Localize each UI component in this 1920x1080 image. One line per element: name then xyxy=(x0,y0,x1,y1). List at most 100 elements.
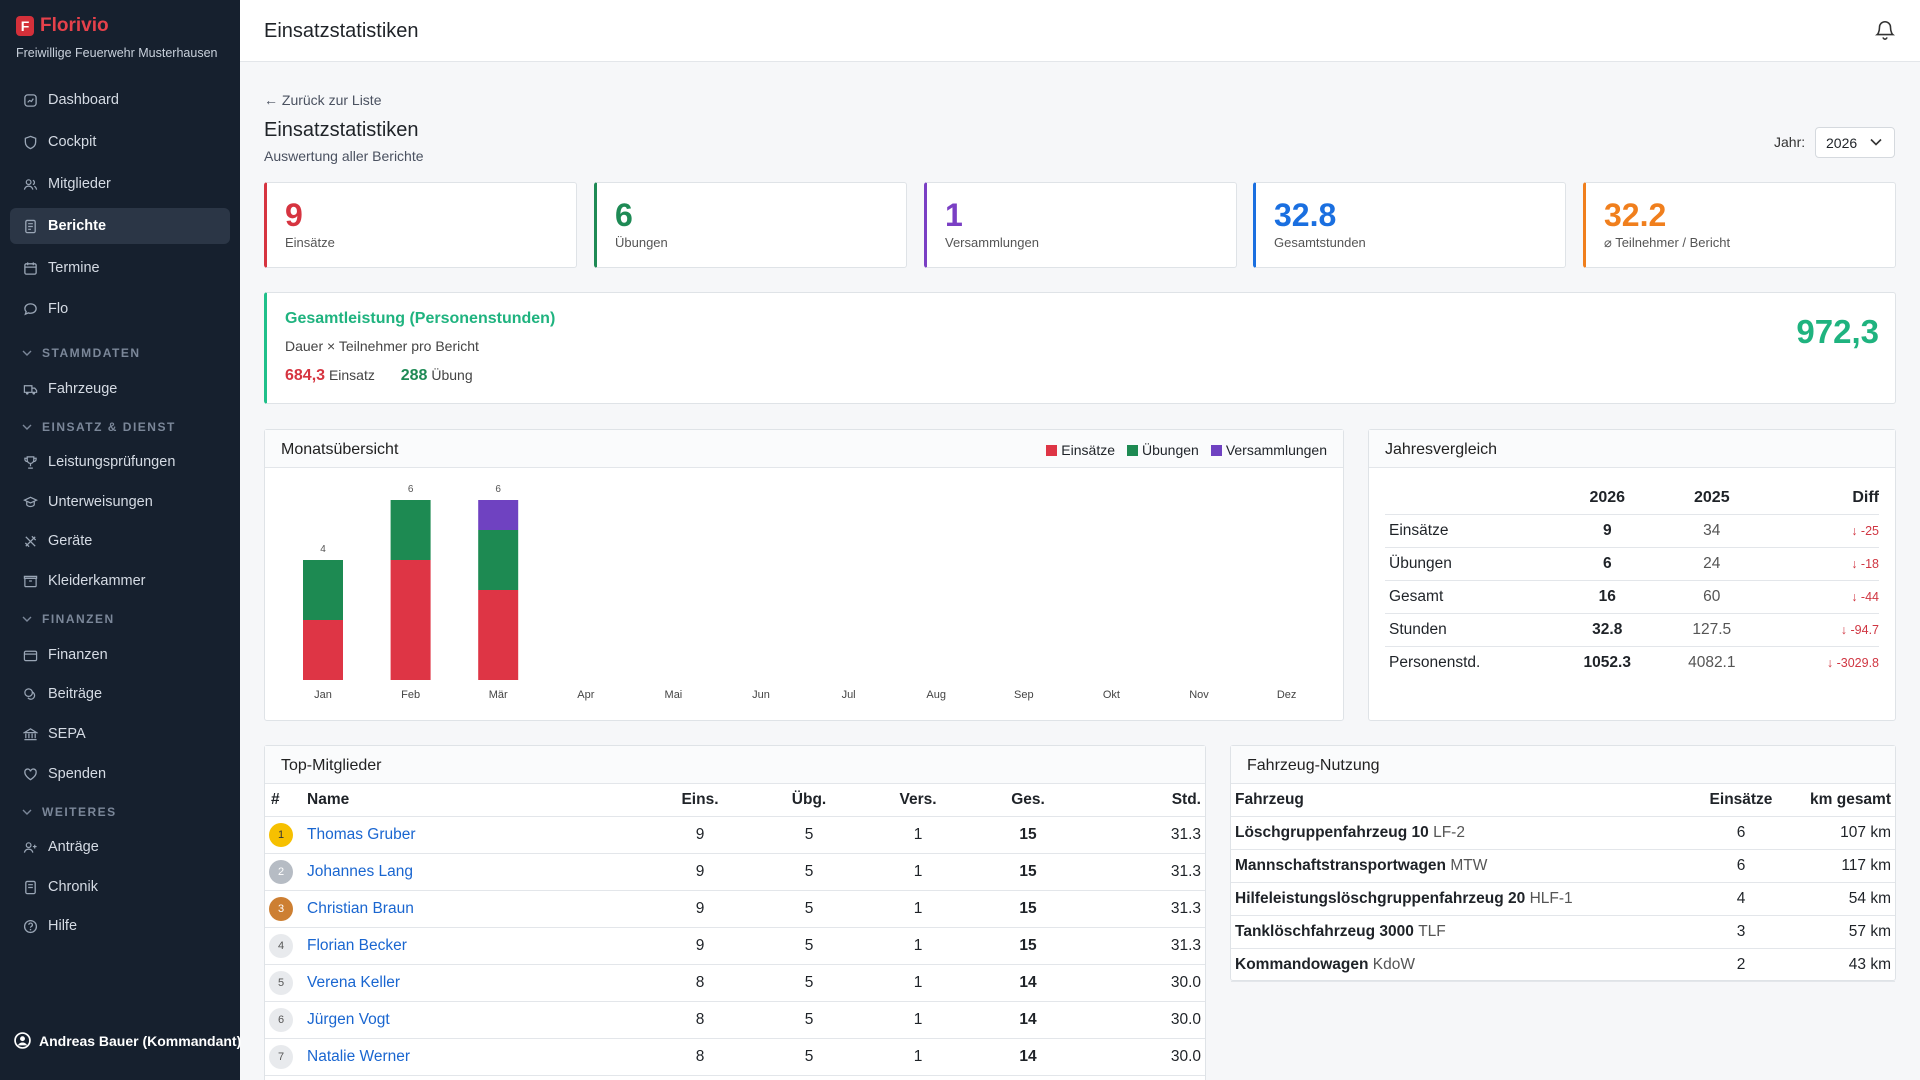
bell-icon[interactable] xyxy=(1874,19,1896,41)
bar-maer-uebungen[interactable] xyxy=(478,530,519,590)
brand[interactable]: F Florivio xyxy=(16,15,109,37)
chevron-down-icon xyxy=(22,809,32,815)
bar-feb-uebungen[interactable] xyxy=(390,500,431,560)
comparison-row: Personenstd. 1052.3 4082.1 ↓ -3029.8 xyxy=(1385,645,1879,679)
topbar-title: Einsatzstatistiken xyxy=(264,20,419,42)
sidebar-item-label: SEPA xyxy=(48,726,86,742)
sidebar-item-termine[interactable]: Termine xyxy=(10,250,230,286)
chevron-down-icon xyxy=(22,350,32,356)
legend-item-einsaetze: Einsätze xyxy=(1046,442,1115,458)
user-menu[interactable]: Andreas Bauer (Kommandant) xyxy=(14,1032,241,1049)
sidebar-item-label: Cockpit xyxy=(48,134,97,150)
tools-icon xyxy=(22,533,38,549)
comparison-diff: ↓ -3029.8 xyxy=(1764,645,1879,679)
sidebar-item-berichte[interactable]: Berichte xyxy=(10,208,230,244)
x-tick-label: Sep xyxy=(1014,689,1034,701)
sidebar-item-finanzen[interactable]: Finanzen xyxy=(10,637,230,673)
sidebar-item-cockpit[interactable]: Cockpit xyxy=(10,124,230,160)
year-select[interactable]: 2026 xyxy=(1815,127,1895,158)
member-name-link[interactable]: Christian Braun xyxy=(305,890,645,928)
sidebar-item-kleiderkammer[interactable]: Kleiderkammer xyxy=(10,563,230,599)
monthly-chart-header: Monatsübersicht Einsätze Übungen Versammlu… xyxy=(265,430,1343,468)
comparison-label: Personenstd. xyxy=(1385,645,1555,679)
page-subtitle: Auswertung aller Berichte xyxy=(264,148,424,164)
x-tick-label: Dez xyxy=(1277,689,1297,701)
book-icon xyxy=(22,879,38,895)
member-name-link[interactable]: Johannes Lang xyxy=(305,853,645,891)
bar-maer-versammlungen[interactable] xyxy=(478,500,519,530)
top-members-title: Top-Mitglieder xyxy=(281,757,382,774)
sidebar-item-label: Spenden xyxy=(48,766,107,782)
vehicle-usage-table: Fahrzeug Einsätze km gesamt Löschgruppenfa… xyxy=(1231,784,1895,982)
sidebar-item-flo[interactable]: Flo xyxy=(10,291,230,327)
sidebar-section-finanzen[interactable]: FINANZEN xyxy=(22,612,115,626)
stat-label: Versammlungen xyxy=(945,235,1039,250)
members-header: Vers. xyxy=(863,784,973,817)
sidebar-item-leistungspruefungen[interactable]: Leistungsprüfungen xyxy=(10,444,230,480)
member-name-link[interactable]: Thomas Gruber xyxy=(305,816,645,854)
legend-swatch xyxy=(1210,445,1222,456)
table-row: 1 Thomas Gruber 9 5 1 15 31.3 xyxy=(265,816,1205,854)
sidebar-section-stammdaten[interactable]: STAMMDATEN xyxy=(22,346,141,360)
sidebar-item-unterweisungen[interactable]: Unterweisungen xyxy=(10,484,230,520)
stat-card-versammlungen: 1 Versammlungen xyxy=(924,182,1237,268)
bar-feb-einsaetze[interactable] xyxy=(390,560,431,680)
sidebar: F Florivio Freiwillige Feuerwehr Musterh… xyxy=(0,0,241,1080)
users-icon xyxy=(22,176,38,192)
sidebar-item-label: Geräte xyxy=(48,533,93,549)
x-tick-label: Jul xyxy=(842,689,856,701)
vehicle-einsaetze: 3 xyxy=(1691,915,1791,949)
member-stunden: 31.3 xyxy=(1083,816,1205,854)
member-einsaetze: 9 xyxy=(645,853,755,891)
member-stunden: 31.3 xyxy=(1083,890,1205,928)
vehicle-usage-title: Fahrzeug-Nutzung xyxy=(1247,757,1380,774)
truck-icon xyxy=(22,381,38,397)
members-header: Name xyxy=(305,784,645,817)
table-row: Hilfeleistungslöschgruppenfahrzeug 20 HL… xyxy=(1231,882,1895,916)
year-label: Jahr: xyxy=(1774,134,1806,150)
sidebar-item-sepa[interactable]: SEPA xyxy=(10,716,230,752)
member-name-link[interactable]: Verena Keller xyxy=(305,964,645,1002)
member-name-link[interactable]: Jürgen Vogt xyxy=(305,1001,645,1039)
sidebar-item-hilfe[interactable]: Hilfe xyxy=(10,908,230,944)
sidebar-item-label: Kleiderkammer xyxy=(48,573,146,589)
sidebar-item-fahrzeuge[interactable]: Fahrzeuge xyxy=(10,371,230,407)
vehicle-header: Fahrzeug xyxy=(1231,784,1691,817)
x-tick-label: Okt xyxy=(1103,689,1120,701)
sidebar-item-spenden[interactable]: Spenden xyxy=(10,756,230,792)
sidebar-item-geraete[interactable]: Geräte xyxy=(10,523,230,559)
bar-jan-uebungen[interactable] xyxy=(303,560,343,620)
org-name: Freiwillige Feuerwehr Musterhausen xyxy=(16,46,218,60)
user-plus-icon xyxy=(22,839,38,855)
member-gesamt: 14 xyxy=(973,1038,1083,1076)
florivio-logo-icon: F xyxy=(16,16,34,36)
member-name-link[interactable]: Florian Becker xyxy=(305,927,645,965)
sidebar-section-einsatz-dienst[interactable]: EINSATZ & DIENST xyxy=(22,420,176,434)
sidebar-section-weiteres[interactable]: WEITERES xyxy=(22,805,117,819)
member-name-link[interactable]: Natalie Werner xyxy=(305,1038,645,1076)
year-comparison-title: Jahresvergleich xyxy=(1385,441,1498,458)
sidebar-item-antraege[interactable]: Anträge xyxy=(10,829,230,865)
back-link[interactable]: ← Zurück zur Liste xyxy=(264,92,382,108)
sidebar-item-dashboard[interactable]: Dashboard xyxy=(10,82,230,118)
vehicle-usage-card: Fahrzeug-Nutzung Fahrzeug Einsätze km gesa… xyxy=(1230,745,1896,982)
comparison-header: 2025 xyxy=(1694,488,1730,506)
sidebar-item-mitglieder[interactable]: Mitglieder xyxy=(10,166,230,202)
trophy-icon xyxy=(22,454,38,470)
vehicle-name: Löschgruppenfahrzeug 10 xyxy=(1235,823,1429,841)
bar-jan-einsaetze[interactable] xyxy=(303,620,343,680)
rank-badge: 1 xyxy=(269,822,293,847)
sidebar-item-label: Leistungsprüfungen xyxy=(48,454,176,470)
bar-maer-einsaetze[interactable] xyxy=(478,590,519,680)
table-row: 6 Jürgen Vogt 8 5 1 14 30.0 xyxy=(265,1001,1205,1039)
sidebar-item-chronik[interactable]: Chronik xyxy=(10,869,230,905)
sidebar-item-beitraege[interactable]: Beiträge xyxy=(10,676,230,712)
member-gesamt: 15 xyxy=(973,927,1083,965)
member-stunden: 30.0 xyxy=(1083,1001,1205,1039)
user-circle-icon xyxy=(14,1032,31,1049)
legend-label: Versammlungen xyxy=(1225,442,1327,458)
app-name: Florivio xyxy=(40,15,109,36)
bar-total-label: 4 xyxy=(320,544,326,555)
performance-card: Gesamtleistung (Personenstunden) Dauer ×… xyxy=(264,292,1896,404)
rank-badge: 5 xyxy=(269,970,293,995)
